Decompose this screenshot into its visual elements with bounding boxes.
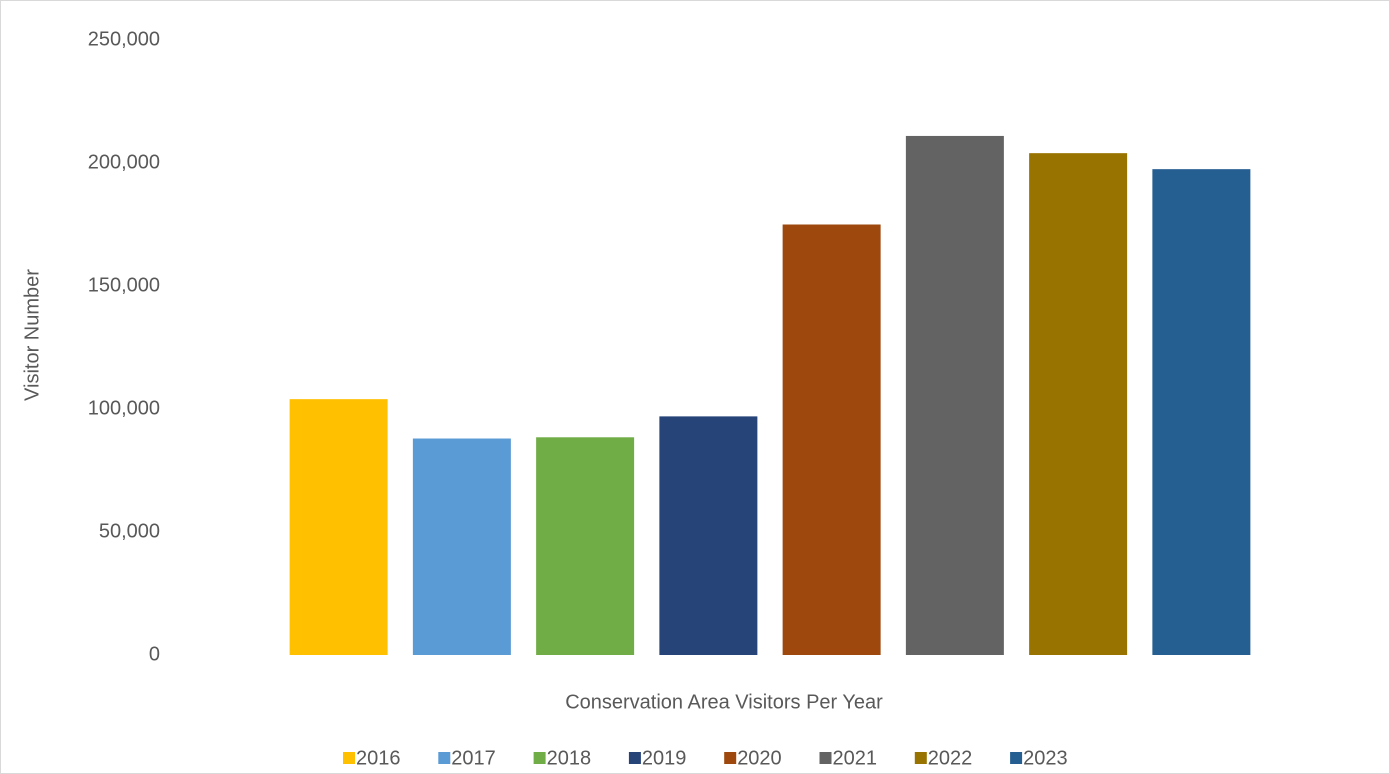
legend-swatch [819,752,832,764]
legend-swatch [724,752,737,764]
legend-swatch [628,752,641,764]
y-tick-label: 0 [149,643,160,665]
bar [659,416,758,655]
legend-swatch [1010,752,1023,764]
y-axis-label: Visitor Number [21,269,43,401]
legend-swatch [343,752,355,764]
legend-label: 2020 [737,747,782,769]
legend-label: 2022 [928,747,973,769]
legend-label: 2023 [1023,747,1068,769]
legend-label: 2016 [356,747,401,769]
legend-swatch [438,752,451,764]
legend-label: 2021 [833,747,878,769]
y-tick-label: 250,000 [88,28,160,50]
legend-label: 2017 [451,747,496,769]
bar [905,135,1004,655]
bar [412,438,511,655]
y-tick-label: 200,000 [88,151,160,173]
y-tick-label: 150,000 [88,274,160,296]
bar [1152,169,1251,655]
x-axis-label: Conservation Area Visitors Per Year [565,691,883,713]
legend-label: 2018 [547,747,592,769]
bar [536,437,635,655]
bar [1029,153,1128,655]
bar [289,399,388,655]
bar [782,224,881,655]
legend-swatch [914,752,927,764]
y-tick-label: 100,000 [88,397,160,419]
y-tick-label: 50,000 [99,520,160,542]
legend-swatch [533,752,546,764]
legend-label: 2019 [642,747,687,769]
